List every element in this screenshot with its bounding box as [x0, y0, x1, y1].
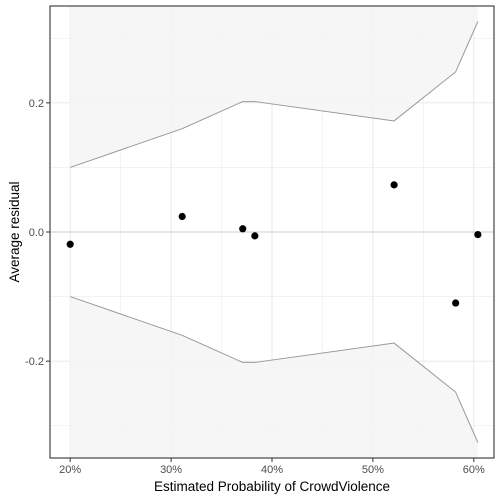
x-tick-label: 30% — [160, 464, 182, 476]
lower-band-line — [70, 296, 479, 443]
residual-point — [66, 240, 74, 248]
residual-point — [239, 225, 247, 233]
x-tick-label: 40% — [261, 464, 283, 476]
lower-band-shade — [70, 296, 478, 458]
y-tick-label: -0.2 — [25, 356, 44, 368]
x-tick-label: 60% — [463, 464, 485, 476]
x-tick-label: 20% — [59, 464, 81, 476]
y-axis-ticks: -0.2 0.0 0.2 — [25, 98, 50, 368]
y-axis-title: Average residual — [7, 181, 22, 282]
x-tick-label: 50% — [362, 464, 384, 476]
plot-panel — [49, 5, 495, 459]
upper-band-line — [70, 21, 479, 168]
x-axis-ticks: 20% 30% 40% 50% 60% — [59, 458, 485, 476]
residual-point — [452, 299, 460, 307]
x-axis-title: Estimated Probability of CrowdViolence — [154, 479, 390, 494]
residual-point — [251, 232, 259, 240]
residual-point — [178, 212, 186, 221]
y-tick-label: 0.2 — [29, 98, 44, 110]
upper-band-shade — [70, 6, 478, 168]
y-tick-label: 0.0 — [29, 227, 44, 239]
residual-point — [390, 181, 398, 189]
residual-point — [474, 230, 482, 239]
